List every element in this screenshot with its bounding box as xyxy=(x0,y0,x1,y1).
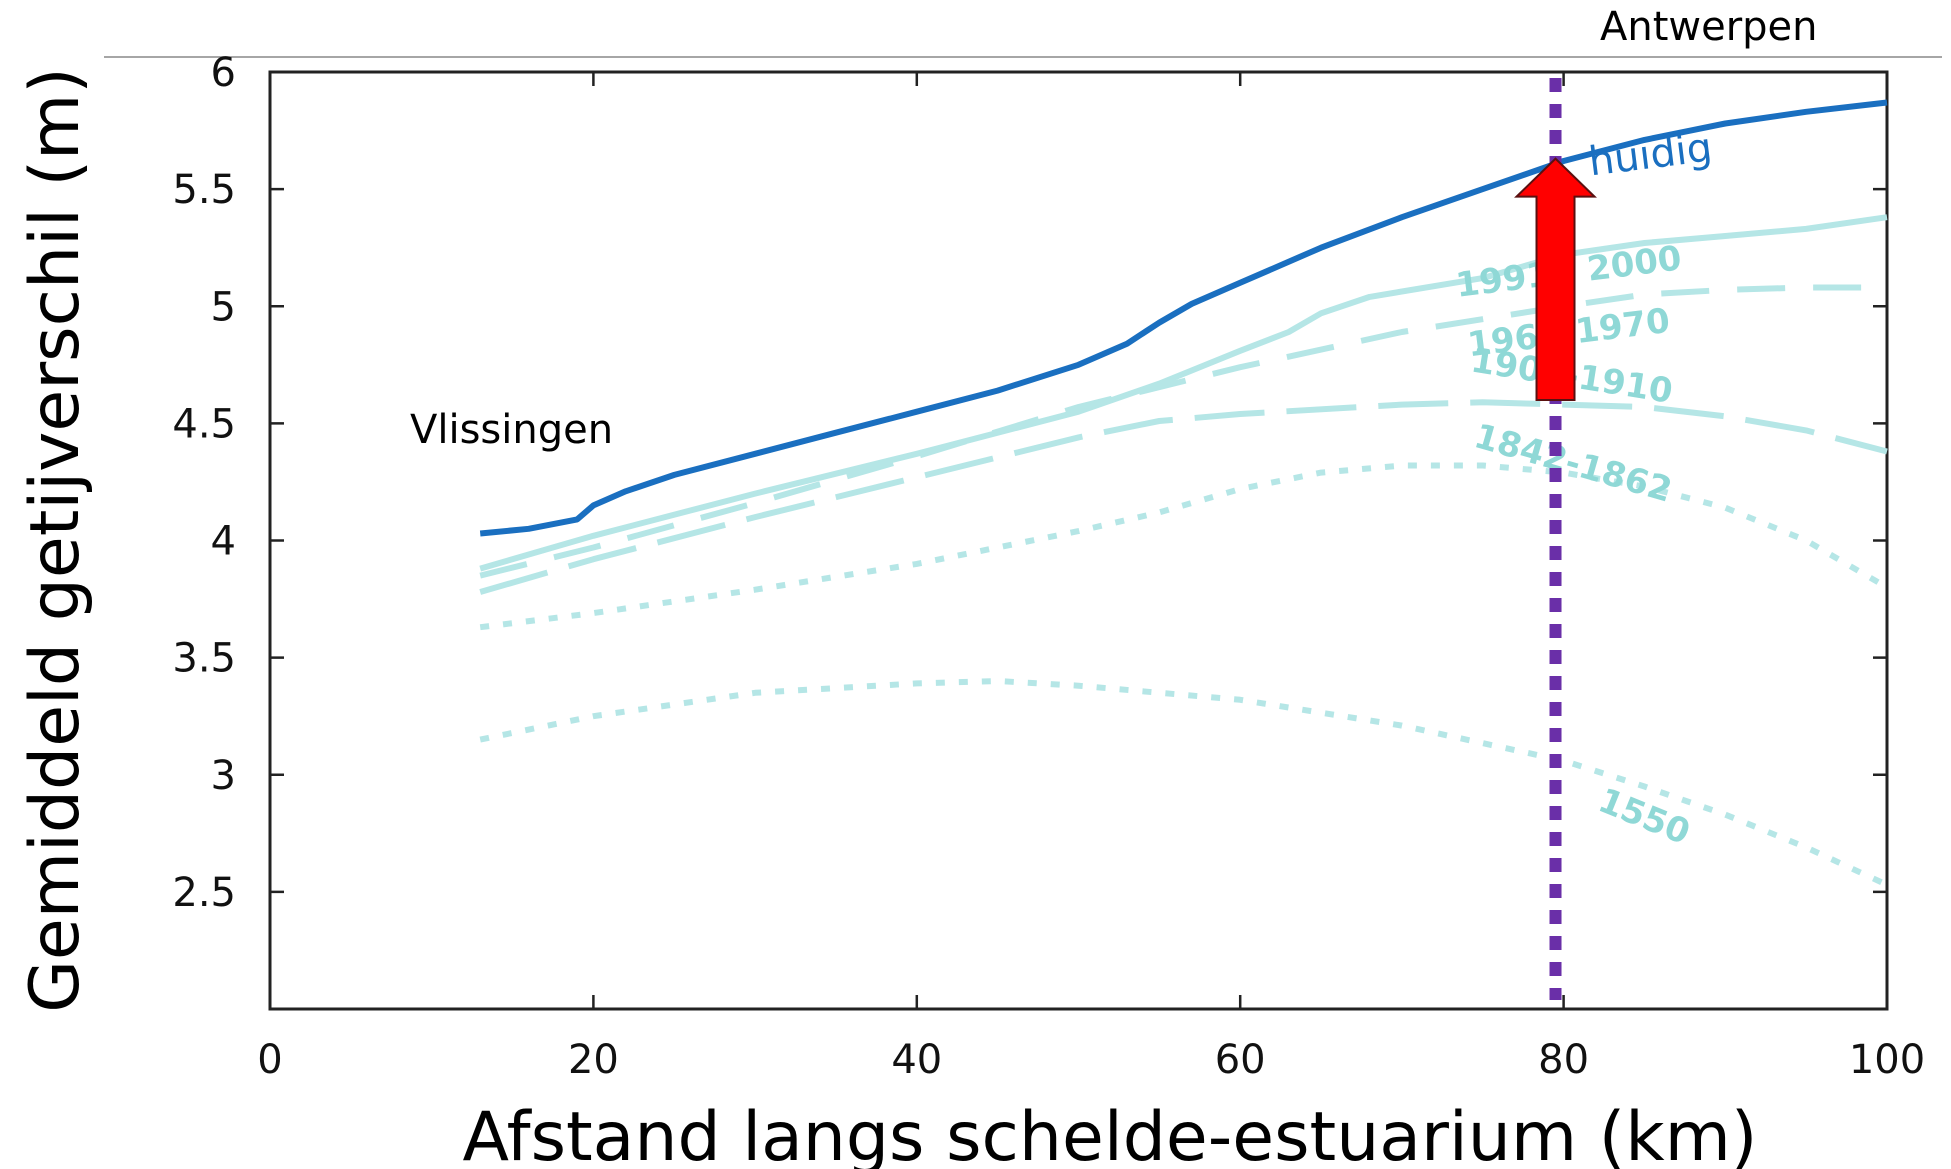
x-tick-label: 60 xyxy=(1215,1037,1266,1083)
series-label: huidig xyxy=(1586,125,1714,186)
marker-layer xyxy=(1514,78,1597,1000)
x-tick-label: 80 xyxy=(1538,1037,1589,1083)
y-tick-label: 4.5 xyxy=(172,401,236,447)
y-tick-label: 3 xyxy=(211,753,236,799)
axis-ticks xyxy=(268,70,1889,1009)
vlissingen-label: Vlissingen xyxy=(410,407,613,453)
y-axis-title: Gemiddeld getijverschil (m) xyxy=(16,67,95,1013)
series-line-1550 xyxy=(479,678,1889,888)
series-line-1842-1862 xyxy=(479,462,1889,631)
axis-tick-labels: 0 20 40 60 80 100 2.5 3 3.5 4 4.5 5 5.5 6 xyxy=(172,50,1925,1083)
y-tick-label: 4 xyxy=(211,519,236,565)
plot-frame xyxy=(268,70,1889,1011)
y-tick-label: 6 xyxy=(211,50,236,96)
series-line-1991-2000 xyxy=(479,214,1888,572)
y-tick-label: 3.5 xyxy=(172,636,236,682)
series-label: 1842-1862 xyxy=(1470,416,1677,511)
x-tick-label: 0 xyxy=(257,1037,282,1083)
x-axis-title: Afstand langs schelde-estuarium (km) xyxy=(463,1098,1758,1169)
increase-arrow-icon xyxy=(1514,157,1597,401)
antwerpen-label: Antwerpen xyxy=(1600,4,1818,50)
series-line-huidig xyxy=(479,99,1888,537)
y-tick-label: 2.5 xyxy=(172,870,236,916)
series-layer xyxy=(479,99,1889,888)
series-label: 1550 xyxy=(1593,781,1696,854)
x-tick-label: 40 xyxy=(891,1037,942,1083)
x-tick-label: 100 xyxy=(1849,1037,1925,1083)
y-tick-label: 5 xyxy=(211,284,236,330)
series-line-1961-1970 xyxy=(479,284,1887,579)
series-line-1901-1910 xyxy=(479,399,1888,595)
y-tick-label: 5.5 xyxy=(172,167,236,213)
x-tick-label: 20 xyxy=(568,1037,619,1083)
